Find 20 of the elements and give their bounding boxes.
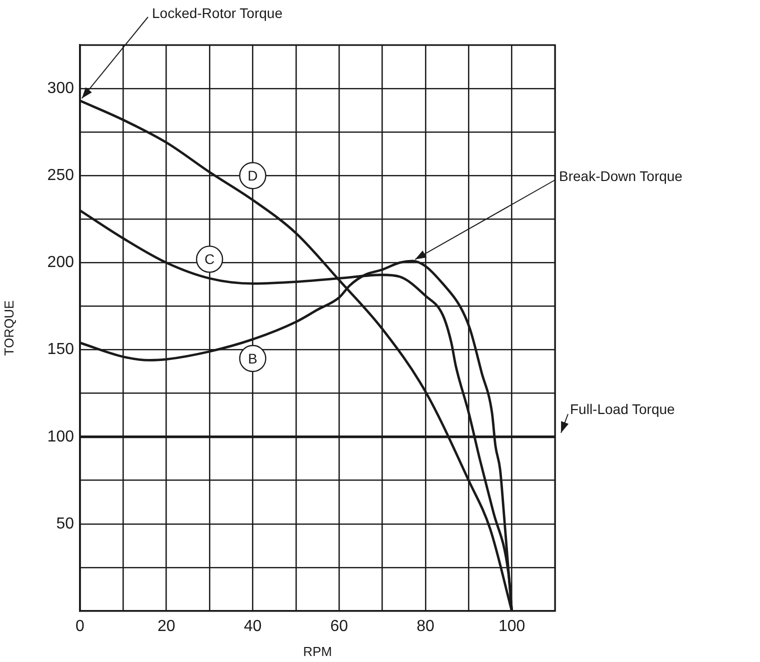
annotation: B — [248, 350, 258, 366]
annotation: D — [248, 167, 258, 184]
y-tick-label: 200 — [47, 254, 74, 272]
annotation: Break-Down Torque — [559, 168, 683, 184]
y-tick-label: 50 — [56, 515, 74, 532]
x-tick-label: 40 — [244, 618, 262, 636]
x-tick-label: 60 — [330, 618, 348, 636]
annotation: C — [204, 251, 215, 268]
y-tick-label: 300 — [47, 80, 74, 97]
x-tick-label: 100 — [498, 618, 526, 636]
y-tick-label: 150 — [47, 341, 74, 358]
y-tick-label: 250 — [47, 167, 74, 184]
annotation: Locked-Rotor Torque — [152, 4, 283, 21]
y-axis-title: TORQUE — [1, 300, 16, 356]
x-axis-title: RPM — [303, 644, 332, 659]
ref-line-label: Full-Load Torque — [570, 400, 676, 417]
x-tick-label: 0 — [76, 618, 85, 636]
y-tick-label: 100 — [47, 428, 74, 446]
x-tick-label: 20 — [157, 618, 176, 636]
x-tick-label: 80 — [416, 618, 434, 636]
